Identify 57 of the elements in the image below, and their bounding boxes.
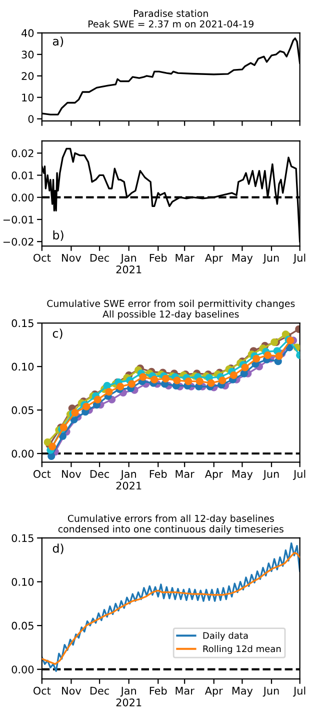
x-tick-label: May	[232, 686, 253, 697]
x-tick-label: Dec	[90, 254, 109, 262]
x-tick-label: Jul	[293, 686, 306, 697]
x-tick-label: Oct	[34, 254, 51, 262]
x-tick-label: Apr	[204, 254, 223, 264]
x-tick-label: May	[232, 254, 253, 264]
x-tick-label: Jun	[262, 686, 279, 697]
x-tick-label: Jan 2021	[116, 686, 142, 706]
x-tick-label: Jan 2021	[116, 254, 142, 274]
x-tick-label: Jun	[262, 254, 279, 264]
x-tick-label: Jul	[293, 470, 306, 480]
x-tick-label: Dec	[90, 686, 109, 695]
y-tick-label: 0.00	[12, 194, 34, 202]
y-tick-label: 0.10	[12, 362, 34, 371]
y-tick-label: 0.05	[12, 622, 34, 630]
x-tick-label: Jul	[293, 254, 306, 264]
annotation: c)	[52, 328, 62, 340]
y-tick-label: 0	[28, 115, 34, 123]
annotation: a)	[52, 36, 64, 47]
y-tick-label: 0.02	[12, 149, 34, 158]
x-tick-label: May	[232, 470, 253, 480]
y-tick-label: 20	[22, 72, 34, 80]
x-tick-label: Jan 2021	[116, 470, 142, 490]
x-tick-label: Jun	[262, 470, 279, 480]
y-tick-label: −0.01	[3, 216, 34, 224]
x-tick-label: Nov	[62, 686, 82, 695]
x-tick-label: Apr	[204, 686, 223, 697]
x-tick-label: Apr	[204, 470, 223, 480]
x-tick-label: Nov	[62, 470, 82, 478]
x-tick-label: Oct	[34, 686, 51, 695]
y-tick-label: 0.00	[12, 450, 34, 458]
x-tick-label: Feb	[150, 686, 167, 695]
x-tick-label: Oct	[34, 470, 51, 478]
annotation: d)	[52, 544, 64, 554]
legend-label: Rolling 12d mean	[203, 645, 281, 654]
y-tick-label: 40	[22, 29, 34, 38]
legend-label: Daily data	[203, 632, 248, 641]
y-tick-label: 0.00	[12, 666, 34, 674]
chart-title: Cumulative errors from all 12-day baselines condensed into one continuous daily timeseries	[58, 514, 284, 534]
x-tick-label: Feb	[150, 254, 167, 262]
annotation: b)	[53, 230, 64, 241]
y-tick-label: −0.02	[3, 238, 34, 246]
x-tick-label: Mar	[176, 254, 194, 262]
x-tick-label: Feb	[150, 470, 167, 478]
x-tick-label: Nov	[62, 254, 82, 262]
x-tick-label: Mar	[176, 686, 194, 695]
y-tick-label: 0.10	[12, 578, 34, 586]
y-tick-label: 0.05	[12, 406, 34, 414]
chart-title: Cumulative SWE error from soil permittivity changes All possible 12-day baselines	[47, 300, 295, 320]
x-tick-label: Mar	[176, 470, 194, 478]
y-tick-label: 0.15	[12, 534, 34, 542]
chart-title: Paradise station Peak SWE = 2.37 m on 2021-04-19	[88, 10, 254, 28]
y-tick-label: 10	[22, 94, 34, 102]
y-tick-label: 0.01	[12, 171, 34, 180]
x-tick-label: Dec	[90, 470, 109, 478]
y-tick-label: 30	[22, 50, 34, 59]
y-tick-label: 0.15	[12, 319, 34, 328]
